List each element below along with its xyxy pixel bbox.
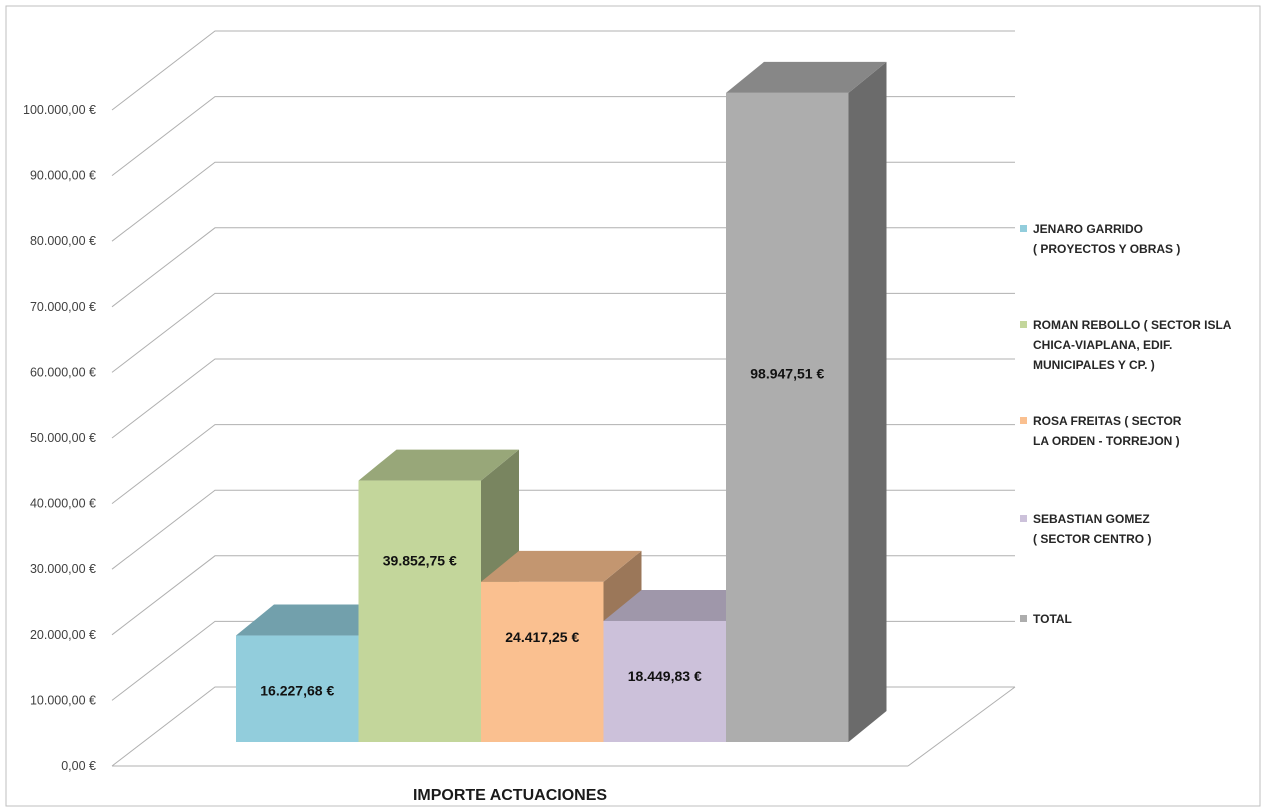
bar-top: [236, 604, 397, 636]
bar-side: [848, 61, 887, 742]
legend-label: JENARO GARRIDO( PROYECTOS Y OBRAS ): [1033, 222, 1180, 256]
data-labels: 16.227,68 € 39.852,75 € 24.417,25 € 18.449,…: [260, 366, 824, 699]
bar-front: [236, 635, 359, 742]
legend-swatch: [1020, 417, 1027, 424]
legend-item: ROMAN REBOLLO ( SECTOR ISLA CHICA-VIAPLAN…: [1020, 318, 1232, 372]
floor-side-edge: [907, 686, 1016, 767]
legend-item: SEBASTIAN GOMEZ( SECTOR CENTRO ): [1020, 512, 1151, 546]
y-tick-label: 20.000,00 €: [30, 628, 96, 642]
legend-item: JENARO GARRIDO( PROYECTOS Y OBRAS ): [1020, 222, 1180, 256]
chart-frame: [5, 5, 1261, 807]
y-tick-label: 100.000,00 €: [23, 103, 96, 117]
data-label: 18.449,83 €: [628, 668, 702, 684]
bar-top: [358, 449, 519, 481]
bar-top: [481, 550, 642, 582]
bar-front: [358, 480, 481, 742]
legend-swatch: [1020, 615, 1027, 622]
bar-front: [603, 620, 726, 742]
bar-front: [481, 581, 604, 742]
bars: [236, 61, 887, 742]
legend-swatch: [1020, 321, 1027, 328]
data-label: 16.227,68 €: [260, 683, 334, 699]
y-tick-label: 50.000,00 €: [30, 431, 96, 445]
legend: JENARO GARRIDO( PROYECTOS Y OBRAS ) ROMAN…: [1020, 222, 1232, 626]
x-axis-label: IMPORTE ACTUACIONES: [413, 787, 607, 804]
y-tick-label: 80.000,00 €: [30, 234, 96, 248]
bar-front: [726, 92, 849, 742]
y-tick-label: 0,00 €: [61, 759, 96, 773]
y-tick-label: 30.000,00 €: [30, 562, 96, 576]
data-label: 98.947,51 €: [750, 366, 824, 382]
legend-swatch: [1020, 225, 1027, 232]
y-tick-label: 10.000,00 €: [30, 693, 96, 707]
legend-item: ROSA FREITAS ( SECTOR LA ORDEN - TORREJON…: [1020, 414, 1182, 448]
legend-label: ROSA FREITAS ( SECTOR LA ORDEN - TORREJON…: [1033, 414, 1182, 448]
y-tick-label: 60.000,00 €: [30, 365, 96, 379]
y-axis-ticks: 0,00 € 10.000,00 € 20.000,00 € 30.000,00 € 4…: [23, 103, 96, 773]
bar: [726, 61, 887, 742]
y-tick-label: 90.000,00 €: [30, 169, 96, 183]
data-label: 24.417,25 €: [505, 629, 579, 645]
legend-label: TOTAL: [1033, 612, 1072, 626]
data-label: 39.852,75 €: [383, 553, 457, 569]
bar-top: [603, 589, 764, 621]
legend-item: TOTAL: [1020, 612, 1072, 626]
legend-swatch: [1020, 515, 1027, 522]
bar-top: [726, 61, 887, 93]
gridline: [111, 30, 1015, 111]
y-tick-label: 40.000,00 €: [30, 497, 96, 511]
legend-label: ROMAN REBOLLO ( SECTOR ISLA CHICA-VIAPLAN…: [1033, 318, 1232, 372]
legend-label: SEBASTIAN GOMEZ( SECTOR CENTRO ): [1033, 512, 1151, 546]
y-tick-label: 70.000,00 €: [30, 300, 96, 314]
